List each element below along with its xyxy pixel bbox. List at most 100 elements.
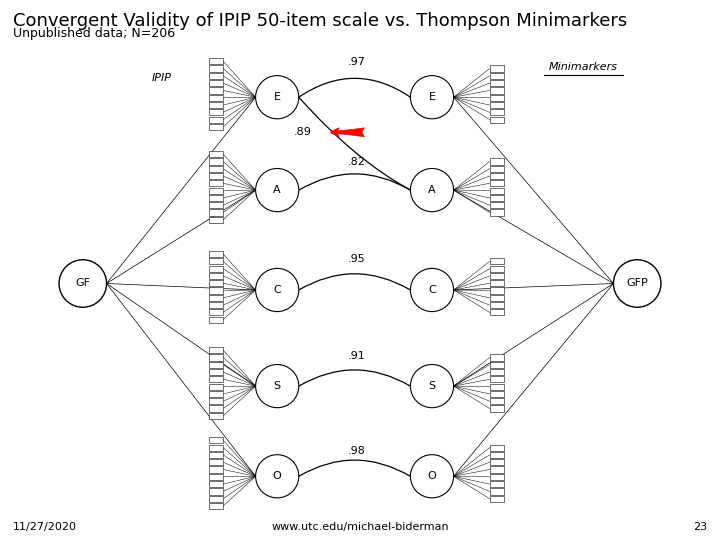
Ellipse shape: [410, 364, 454, 408]
Bar: [490, 280, 504, 286]
Ellipse shape: [256, 268, 299, 312]
Bar: [490, 195, 504, 201]
Bar: [209, 202, 223, 208]
Bar: [209, 124, 223, 130]
Text: C: C: [428, 285, 436, 295]
Bar: [209, 376, 223, 382]
Text: www.utc.edu/michael-biderman: www.utc.edu/michael-biderman: [271, 522, 449, 532]
Bar: [490, 459, 504, 465]
Bar: [490, 94, 504, 101]
Text: IPIP: IPIP: [152, 73, 172, 83]
Bar: [209, 413, 223, 419]
Ellipse shape: [256, 76, 299, 119]
Text: GF: GF: [76, 279, 90, 288]
Bar: [490, 467, 504, 472]
Text: C: C: [274, 285, 281, 295]
Text: Minimarkers: Minimarkers: [549, 63, 618, 72]
Bar: [209, 481, 223, 487]
Ellipse shape: [410, 455, 454, 498]
Text: GFP: GFP: [626, 279, 648, 288]
Bar: [490, 87, 504, 93]
Bar: [209, 58, 223, 64]
Ellipse shape: [613, 260, 661, 307]
Bar: [209, 503, 223, 509]
Bar: [490, 117, 504, 123]
Ellipse shape: [410, 76, 454, 119]
Bar: [209, 459, 223, 465]
Text: .91: .91: [348, 352, 365, 361]
Bar: [490, 258, 504, 265]
Bar: [490, 80, 504, 86]
Bar: [209, 295, 223, 301]
Text: .98: .98: [348, 446, 365, 456]
Bar: [209, 452, 223, 458]
Bar: [490, 65, 504, 72]
Text: Unpublished data; N=206: Unpublished data; N=206: [13, 27, 175, 40]
Bar: [490, 452, 504, 458]
Text: .89: .89: [294, 127, 311, 137]
Bar: [490, 354, 504, 361]
Bar: [209, 217, 223, 223]
Text: A: A: [274, 185, 281, 195]
Bar: [490, 444, 504, 451]
Bar: [490, 173, 504, 179]
Bar: [209, 94, 223, 101]
Bar: [209, 158, 223, 165]
Text: 11/27/2020: 11/27/2020: [13, 522, 77, 532]
Text: .97: .97: [348, 57, 365, 67]
Bar: [209, 316, 223, 323]
Bar: [209, 73, 223, 79]
Bar: [490, 187, 504, 194]
Text: E: E: [274, 92, 281, 102]
Bar: [209, 102, 223, 108]
Bar: [209, 474, 223, 480]
Bar: [209, 488, 223, 495]
Bar: [209, 383, 223, 390]
Bar: [490, 202, 504, 208]
Bar: [490, 496, 504, 502]
Bar: [209, 166, 223, 172]
Bar: [490, 302, 504, 308]
Bar: [209, 287, 223, 294]
Ellipse shape: [59, 260, 107, 307]
Bar: [209, 437, 223, 443]
Bar: [209, 302, 223, 308]
Bar: [209, 496, 223, 502]
Bar: [490, 488, 504, 495]
Bar: [490, 166, 504, 172]
Ellipse shape: [256, 168, 299, 212]
Bar: [490, 398, 504, 404]
Text: S: S: [428, 381, 436, 391]
Text: A: A: [428, 185, 436, 195]
Text: 23: 23: [693, 522, 707, 532]
Bar: [209, 151, 223, 157]
Bar: [209, 406, 223, 411]
Bar: [209, 309, 223, 315]
Ellipse shape: [256, 455, 299, 498]
Bar: [209, 391, 223, 397]
Text: E: E: [428, 92, 436, 102]
Bar: [209, 187, 223, 194]
Text: Convergent Validity of IPIP 50-item scale vs. Thompson Minimarkers: Convergent Validity of IPIP 50-item scal…: [13, 12, 627, 30]
Bar: [490, 369, 504, 375]
Bar: [490, 287, 504, 294]
Bar: [490, 180, 504, 186]
Bar: [209, 65, 223, 72]
Bar: [209, 467, 223, 472]
Bar: [209, 195, 223, 201]
Bar: [209, 266, 223, 272]
Bar: [209, 354, 223, 361]
Bar: [490, 273, 504, 279]
Bar: [490, 309, 504, 315]
Bar: [490, 266, 504, 272]
Bar: [490, 383, 504, 390]
Bar: [209, 444, 223, 451]
Ellipse shape: [410, 168, 454, 212]
Bar: [490, 362, 504, 368]
Bar: [490, 391, 504, 397]
Bar: [209, 280, 223, 286]
Bar: [490, 158, 504, 165]
Bar: [490, 406, 504, 411]
Bar: [209, 180, 223, 186]
Bar: [490, 481, 504, 487]
